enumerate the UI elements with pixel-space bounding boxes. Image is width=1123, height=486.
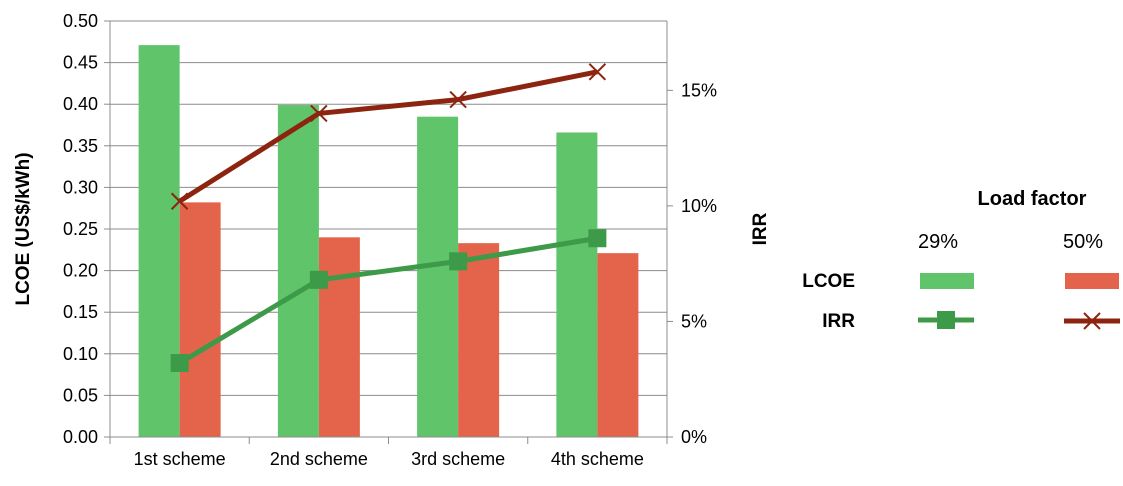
y-tick-label: 0.25 <box>63 219 98 239</box>
y-tick-label: 0.15 <box>63 302 98 322</box>
y-tick-label: 0.10 <box>63 344 98 364</box>
legend-swatch-lcoe-29 <box>920 273 974 289</box>
x-tick-label: 4th scheme <box>551 449 644 469</box>
legend-marker-irr-29 <box>937 311 955 329</box>
legend-title: Load factor <box>978 188 1087 210</box>
y2-tick-label: 0% <box>681 427 707 447</box>
legend-swatch-lcoe-50 <box>1065 273 1119 289</box>
bar-0-3 <box>556 132 597 437</box>
y-tick-label: 0.40 <box>63 94 98 114</box>
y-tick-label: 0.45 <box>63 53 98 73</box>
point-2-3 <box>588 229 606 247</box>
x-tick-label: 2nd scheme <box>270 449 368 469</box>
point-2-1 <box>310 271 328 289</box>
y-tick-label: 0.35 <box>63 136 98 156</box>
legend-row-label: IRR <box>822 311 855 332</box>
bar-0-0 <box>139 45 180 437</box>
x-tick-label: 1st scheme <box>134 449 226 469</box>
y2-axis-title: IRR <box>750 212 771 245</box>
x-tick-label: 3rd scheme <box>411 449 505 469</box>
y2-tick-label: 15% <box>681 80 717 100</box>
y-axis-title: LCOE (US$/kWh) <box>13 152 34 305</box>
series-line-3 <box>180 72 598 201</box>
bar-0-2 <box>417 117 458 437</box>
y2-tick-label: 5% <box>681 311 707 331</box>
y-tick-label: 0.05 <box>63 385 98 405</box>
series-line-2 <box>180 238 598 363</box>
y2-tick-label: 10% <box>681 196 717 216</box>
y-tick-label: 0.00 <box>63 427 98 447</box>
point-2-0 <box>171 354 189 372</box>
point-2-2 <box>449 252 467 270</box>
bar-1-1 <box>319 237 360 437</box>
y-tick-label: 0.20 <box>63 261 98 281</box>
bar-1-3 <box>597 253 638 437</box>
bar-1-0 <box>180 202 221 437</box>
y-tick-label: 0.30 <box>63 177 98 197</box>
legend-row-label: LCOE <box>802 271 855 292</box>
legend-column-label: 50% <box>1063 231 1103 253</box>
bar-1-2 <box>458 243 499 437</box>
legend-column-label: 29% <box>918 231 958 253</box>
y-tick-label: 0.50 <box>63 11 98 31</box>
